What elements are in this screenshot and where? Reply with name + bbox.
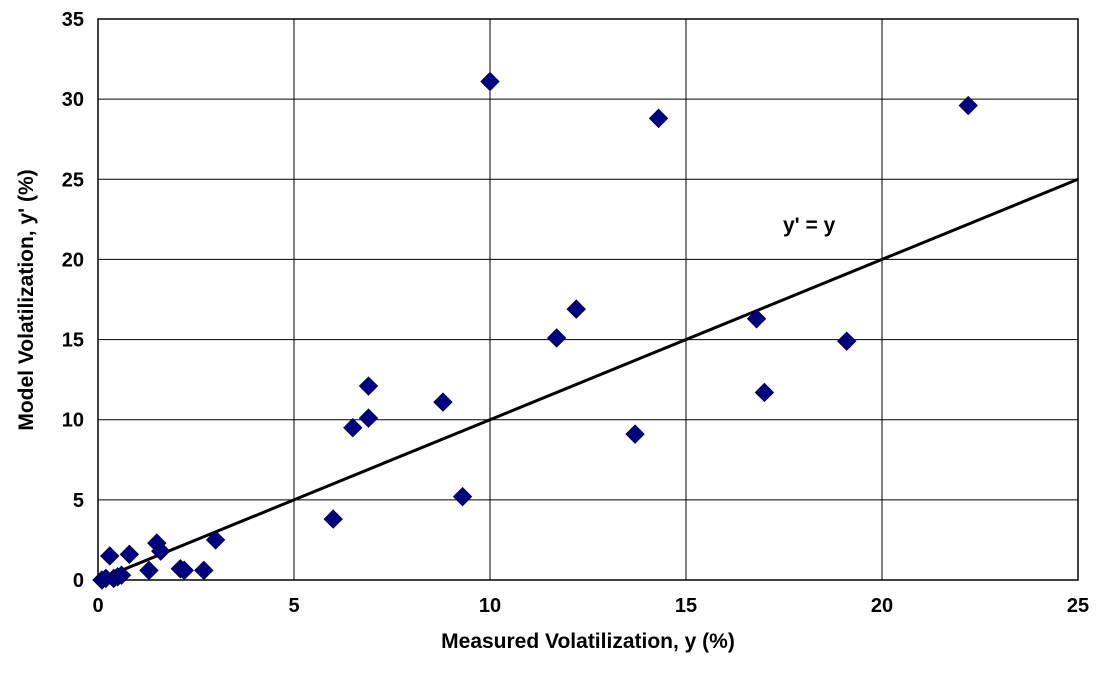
data-point (174, 560, 194, 581)
y-axis-title: Model Volatilization, y' (%) (15, 169, 38, 430)
x-tick-label: 20 (871, 595, 893, 617)
data-point (343, 418, 363, 438)
data-points (92, 71, 978, 590)
x-tick-label: 0 (92, 595, 103, 617)
data-point (358, 376, 379, 396)
data-point (194, 560, 214, 581)
data-point (151, 541, 171, 561)
data-point (100, 546, 120, 566)
data-point (119, 544, 140, 565)
data-point (433, 392, 453, 412)
y-tick-label: 30 (62, 89, 84, 111)
x-axis-title: Measured Volatilization, y (%) (441, 630, 735, 653)
y-tick-label: 35 (62, 9, 84, 31)
y-tick-label: 20 (62, 249, 84, 271)
data-point (746, 309, 767, 329)
data-point (480, 71, 500, 92)
data-point (566, 299, 586, 319)
data-point (648, 108, 669, 129)
y-tick-label: 5 (73, 490, 84, 512)
y-tick-label: 0 (73, 570, 84, 592)
x-tick-label: 25 (1067, 595, 1089, 617)
data-point (205, 530, 226, 550)
data-point (358, 408, 379, 428)
x-tick-label: 15 (675, 595, 697, 617)
data-point (323, 509, 343, 529)
data-point (452, 486, 473, 507)
data-point (837, 331, 857, 351)
data-point (111, 565, 132, 585)
data-point (546, 328, 567, 348)
data-point (754, 382, 775, 403)
y-tick-label: 25 (62, 169, 84, 191)
reference-line-group (97, 177, 1079, 582)
data-point (958, 95, 978, 116)
y-tick-label: 15 (62, 330, 84, 352)
x-tick-label: 5 (288, 595, 299, 617)
plot-frame (97, 18, 1079, 581)
data-point (139, 560, 159, 581)
y-tick-labels: 0 5 10 15 20 25 30 35 (62, 9, 84, 592)
reference-line (97, 177, 1079, 582)
y-tick-label: 10 (62, 410, 84, 432)
data-point (625, 424, 645, 444)
x-tick-label: 10 (479, 595, 501, 617)
grid-lines (97, 18, 1079, 581)
reference-line-label: y' = y (783, 214, 836, 237)
x-tick-labels: 0 5 10 15 20 25 (92, 595, 1089, 617)
